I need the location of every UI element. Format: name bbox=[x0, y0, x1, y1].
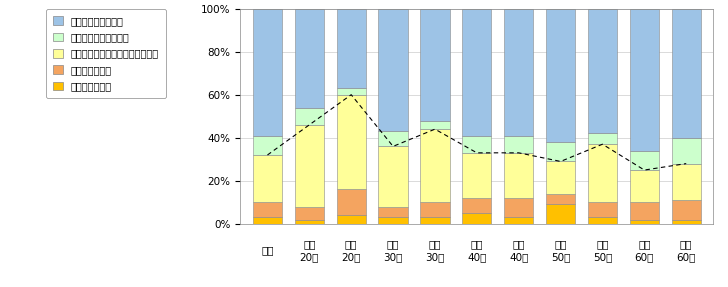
Bar bbox=[671, 200, 701, 220]
Bar bbox=[630, 220, 659, 224]
Bar bbox=[336, 88, 366, 95]
Bar bbox=[462, 198, 491, 213]
Bar bbox=[671, 164, 701, 200]
Bar bbox=[379, 207, 408, 218]
Text: 女性: 女性 bbox=[680, 239, 692, 249]
Bar bbox=[379, 9, 408, 131]
Bar bbox=[295, 9, 324, 108]
Bar bbox=[546, 194, 575, 204]
Text: 50代: 50代 bbox=[551, 252, 570, 262]
Text: 女性: 女性 bbox=[513, 239, 525, 249]
Bar bbox=[336, 9, 366, 88]
Bar bbox=[253, 9, 282, 136]
Text: 20代: 20代 bbox=[300, 252, 319, 262]
Bar bbox=[295, 220, 324, 224]
Bar bbox=[420, 121, 450, 129]
Bar bbox=[420, 202, 450, 218]
Bar bbox=[295, 125, 324, 207]
Text: 男性: 男性 bbox=[470, 239, 483, 249]
Text: 男性: 男性 bbox=[638, 239, 651, 249]
Bar bbox=[587, 144, 617, 202]
Text: 男性: 男性 bbox=[387, 239, 400, 249]
Bar bbox=[379, 218, 408, 224]
Text: 60代: 60代 bbox=[635, 252, 654, 262]
Bar bbox=[336, 95, 366, 189]
Bar bbox=[504, 9, 534, 136]
Bar bbox=[630, 9, 659, 151]
Text: 女性: 女性 bbox=[345, 239, 357, 249]
Bar bbox=[546, 204, 575, 224]
Bar bbox=[546, 9, 575, 142]
Bar bbox=[630, 202, 659, 220]
Bar bbox=[253, 202, 282, 218]
Bar bbox=[587, 133, 617, 144]
Bar bbox=[546, 142, 575, 161]
Bar bbox=[671, 138, 701, 164]
Text: 女性: 女性 bbox=[596, 239, 609, 249]
Bar bbox=[295, 108, 324, 125]
Bar bbox=[462, 9, 491, 136]
Bar bbox=[504, 218, 534, 224]
Text: 男性: 男性 bbox=[554, 239, 567, 249]
Bar bbox=[671, 220, 701, 224]
Bar bbox=[630, 151, 659, 170]
Bar bbox=[587, 218, 617, 224]
Bar bbox=[587, 9, 617, 133]
Bar bbox=[379, 146, 408, 207]
Text: 女性: 女性 bbox=[429, 239, 441, 249]
Text: 60代: 60代 bbox=[676, 252, 696, 262]
Text: 30代: 30代 bbox=[425, 252, 445, 262]
Text: 40代: 40代 bbox=[509, 252, 529, 262]
Text: 40代: 40代 bbox=[467, 252, 486, 262]
Text: 50代: 50代 bbox=[593, 252, 612, 262]
Bar bbox=[462, 136, 491, 153]
Bar bbox=[462, 213, 491, 224]
Bar bbox=[587, 202, 617, 218]
Bar bbox=[253, 218, 282, 224]
Bar bbox=[504, 153, 534, 198]
Bar bbox=[420, 218, 450, 224]
Bar bbox=[504, 198, 534, 218]
Legend: 全く利用したくない, あまり利用したくない, どちらともいえない・わからない, まあ利用したい, ぜひ利用したい: 全く利用したくない, あまり利用したくない, どちらともいえない・わからない, … bbox=[47, 9, 165, 98]
Bar bbox=[379, 131, 408, 146]
Text: 男性: 男性 bbox=[303, 239, 315, 249]
Bar bbox=[462, 153, 491, 198]
Bar bbox=[253, 155, 282, 202]
Bar bbox=[630, 170, 659, 202]
Bar bbox=[295, 207, 324, 220]
Bar bbox=[504, 136, 534, 153]
Text: 30代: 30代 bbox=[384, 252, 403, 262]
Text: 20代: 20代 bbox=[341, 252, 361, 262]
Bar bbox=[420, 9, 450, 121]
Bar bbox=[336, 189, 366, 215]
Bar bbox=[546, 161, 575, 194]
Bar bbox=[420, 129, 450, 202]
Bar bbox=[336, 215, 366, 224]
Bar bbox=[671, 9, 701, 138]
Bar bbox=[253, 136, 282, 155]
Text: 全体: 全体 bbox=[261, 245, 274, 255]
